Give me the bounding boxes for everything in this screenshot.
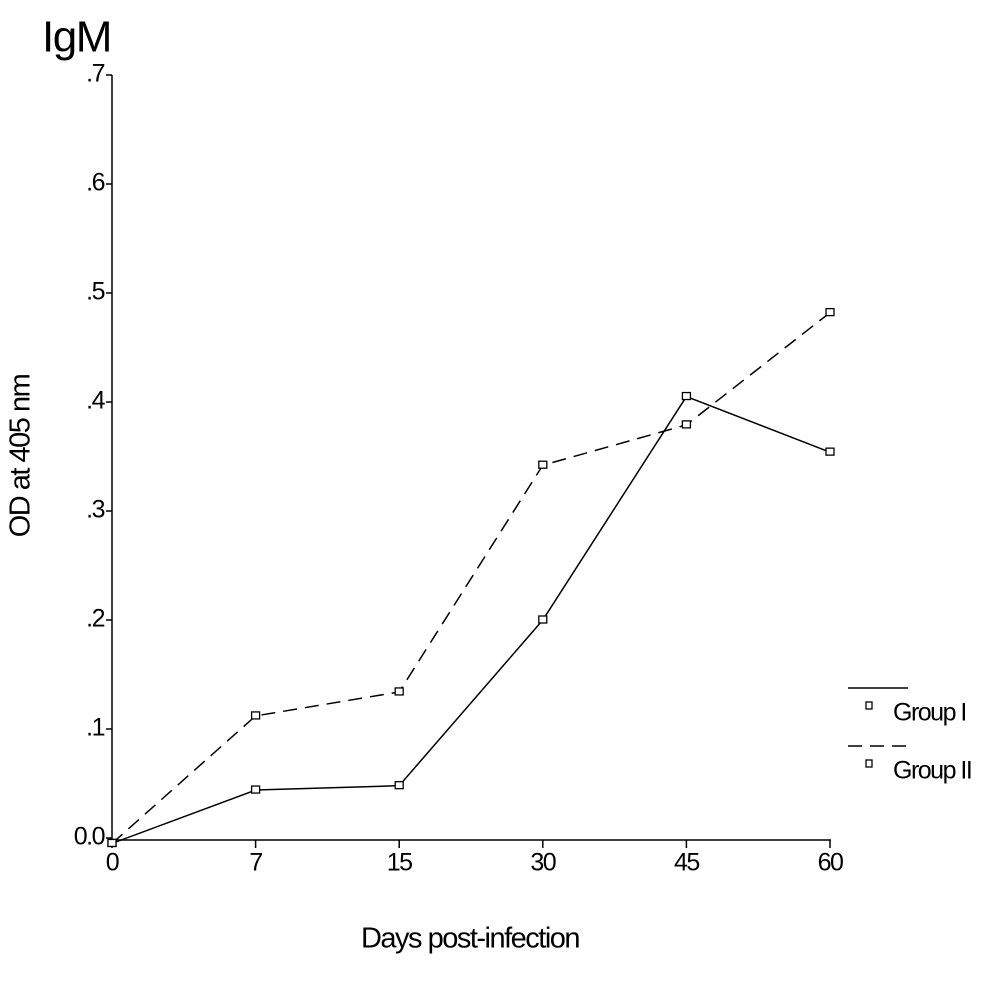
y-axis-label: OD at 405 nm: [5, 374, 37, 537]
y-tick-label: .7: [86, 60, 104, 88]
x-tick-label: 60: [818, 849, 843, 877]
x-tick-label: 30: [530, 849, 555, 877]
x-tick-label: 15: [387, 849, 412, 877]
point-marker: [107, 838, 117, 848]
y-tick-label: .6: [86, 169, 104, 197]
y-tick-label: .5: [86, 278, 104, 306]
legend-label: Group I: [893, 699, 966, 727]
y-tick-label: .1: [86, 714, 104, 742]
legend-marker: [865, 759, 873, 768]
chart-title: IgM: [42, 13, 111, 62]
x-tick-label: 45: [674, 849, 699, 877]
series-line: [111, 395, 831, 845]
y-tick-label: 0.0: [74, 823, 105, 851]
point-marker: [394, 781, 404, 790]
point-marker: [681, 391, 692, 401]
y-tick-label: .4: [86, 387, 105, 415]
x-tick-label: 7: [249, 849, 262, 877]
y-tick-label: .3: [86, 496, 104, 524]
point-marker: [825, 307, 835, 317]
point-marker: [538, 615, 548, 624]
point-marker: [681, 420, 692, 429]
point-marker: [394, 687, 404, 696]
x-tick-label: 0: [106, 849, 119, 877]
x-axis-label: Days post-infection: [361, 923, 579, 955]
point-marker: [538, 460, 548, 469]
y-tick-label: .2: [86, 605, 104, 633]
series-line: [111, 312, 831, 845]
point-marker: [250, 785, 261, 794]
point-marker: [250, 711, 261, 720]
legend-label: Group II: [893, 757, 971, 785]
legend-marker: [865, 701, 873, 710]
point-marker: [825, 447, 835, 456]
